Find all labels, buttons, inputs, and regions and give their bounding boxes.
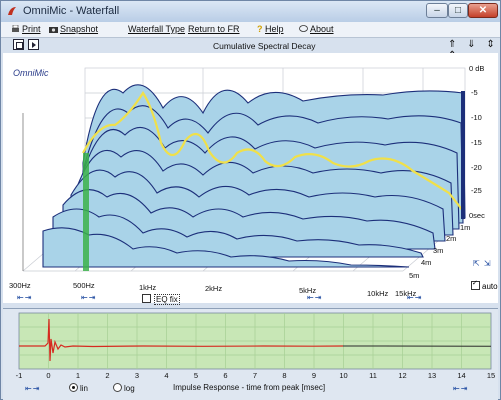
db-label-10: -10 <box>471 113 482 122</box>
impulse-x-tick: 5 <box>194 371 198 380</box>
help-icon: ? <box>257 24 263 34</box>
lin-radio-dot <box>69 383 78 392</box>
zoom-control[interactable]: ⇱ ⇲ <box>473 259 492 268</box>
eq-fix-checkbox[interactable]: EQ fix <box>142 294 180 305</box>
log-label: log <box>124 384 135 393</box>
return-to-fr-label: Return to FR <box>188 24 240 34</box>
window-title: OmniMic - Waterfall <box>23 5 120 17</box>
freq-shift-control[interactable]: ⇤⇥ <box>81 293 97 302</box>
db-label-0: 0 dB <box>469 64 485 73</box>
play-icon <box>32 42 39 48</box>
omnimic-app-icon <box>8 7 16 15</box>
log-radio-dot <box>113 383 122 392</box>
auto-checkbox[interactable]: auto <box>471 279 498 291</box>
time-label-1: 1m <box>460 223 471 232</box>
maximize-button[interactable]: □ <box>448 3 468 18</box>
db-label-15: -15 <box>471 138 482 147</box>
impulse-x-tick: 13 <box>428 371 436 380</box>
auto-label: auto <box>482 282 498 291</box>
log-radio[interactable]: log <box>113 383 135 393</box>
impulse-x-tick: 7 <box>253 371 257 380</box>
impulse-x-tick: -1 <box>16 371 23 380</box>
freq-label-5k: 5kHz <box>299 286 317 295</box>
lin-radio[interactable]: lin <box>69 383 88 393</box>
impulse-x-tick: 14 <box>457 371 465 380</box>
freq-label-15k: 15kHz <box>395 289 417 298</box>
impulse-x-tick: 11 <box>369 371 377 380</box>
impulse-x-tick: 9 <box>312 371 316 380</box>
time-label-4: 4m <box>421 258 432 267</box>
right-shift-control[interactable]: ⇤⇥ <box>407 293 423 302</box>
impulse-graphic[interactable]: -1 0 1 2 3 4 5 6 7 8 9 10 11 12 13 14 15 <box>3 309 498 400</box>
close-button[interactable]: ✕ <box>468 3 498 18</box>
print-label: Print <box>22 24 41 34</box>
db-label-5: -5 <box>471 88 478 97</box>
freq-label-10k: 10kHz <box>367 289 389 298</box>
left-shift-control[interactable]: ⇤⇥ <box>17 293 33 302</box>
impulse-x-tick: 6 <box>223 371 227 380</box>
check-icon <box>471 279 480 290</box>
highlight-trace <box>82 90 464 212</box>
eq-fix-label: EQ fix <box>154 294 180 305</box>
impulse-panel: -1 0 1 2 3 4 5 6 7 8 9 10 11 12 13 14 15 ⇤⇥ lin log Impu… <box>3 308 498 400</box>
speech-bubble-icon <box>299 25 308 32</box>
lin-label: lin <box>80 384 89 393</box>
brand-label: OmniMic <box>13 68 49 78</box>
db-label-25: -25 <box>471 186 482 195</box>
impulse-x-tick: 4 <box>164 371 168 380</box>
freq-label-2k: 2kHz <box>205 284 223 293</box>
impulse-x-tick: 10 <box>339 371 347 380</box>
square-icon <box>16 42 23 49</box>
impulse-trace <box>19 318 344 362</box>
time-label-0: 0sec <box>469 211 485 220</box>
impulse-title: Impulse Response - time from peak [msec] <box>173 383 326 392</box>
time-label-3: 3m <box>433 246 444 255</box>
impulse-grid <box>19 313 491 369</box>
impulse-x-tick: 1 <box>76 371 80 380</box>
green-marker-bar <box>83 153 89 271</box>
title-bar: OmniMic - Waterfall – □ ✕ <box>1 1 500 23</box>
help-label: Help <box>265 24 284 34</box>
right-edge-bar <box>461 91 465 219</box>
waterfall-type-menu[interactable]: Waterfall Type <box>128 24 185 34</box>
menu-bar: Print Snapshot Waterfall Type Return to … <box>1 22 500 38</box>
minimize-button[interactable]: – <box>426 3 448 18</box>
impulse-x-tick: 3 <box>135 371 139 380</box>
freq-label-1k: 1kHz <box>139 283 157 292</box>
return-to-fr-menu[interactable]: Return to FR <box>188 24 240 34</box>
impulse-left-shift[interactable]: ⇤⇥ <box>25 384 41 393</box>
checkbox-box <box>142 294 151 303</box>
db-label-20: -20 <box>471 163 482 172</box>
view-toggle-button-1[interactable] <box>13 39 24 50</box>
time-label-2: 2m <box>446 234 457 243</box>
waterfall-slices <box>42 84 466 268</box>
time-label-5: 5m <box>409 271 420 280</box>
about-menu[interactable]: About <box>299 24 334 34</box>
waterfall-graphic <box>22 67 466 272</box>
impulse-x-tick: 15 <box>487 371 495 380</box>
impulse-x-tick: 8 <box>282 371 286 380</box>
waterfall-plot[interactable]: OmniMic 0 dB -5 -10 -15 -20 -25 0sec 1m … <box>3 53 498 305</box>
about-label: About <box>310 24 334 34</box>
freq-label-500: 500Hz <box>73 281 95 290</box>
freq-label-300: 300Hz <box>9 281 31 290</box>
mid-shift-control[interactable]: ⇤⇥ <box>307 293 323 302</box>
view-toggle-button-2[interactable] <box>28 39 39 50</box>
snapshot-label: Snapshot <box>60 24 99 34</box>
impulse-x-tick: 2 <box>105 371 109 380</box>
waterfall-type-label: Waterfall Type <box>128 24 186 34</box>
chart-title: Cumulative Spectral Decay <box>213 41 316 51</box>
impulse-x-tick: 0 <box>46 371 50 380</box>
camera-icon <box>49 27 58 33</box>
printer-icon <box>12 25 19 32</box>
impulse-right-shift[interactable]: ⇤⇥ <box>453 384 469 393</box>
print-menu[interactable]: Print <box>11 24 41 34</box>
impulse-x-tick: 12 <box>398 371 406 380</box>
chart-toolbar: Cumulative Spectral Decay ⇑ ⇓ ⇕ ⇕ <box>1 37 500 61</box>
help-menu[interactable]: ? Help <box>257 24 284 34</box>
impulse-x-ticks: -1 0 1 2 3 4 5 6 7 8 9 10 11 12 13 14 15 <box>16 371 496 380</box>
snapshot-menu[interactable]: Snapshot <box>49 24 98 34</box>
